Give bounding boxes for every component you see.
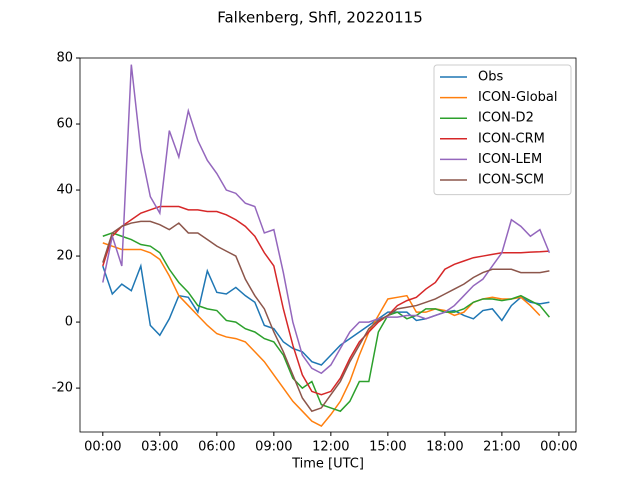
y-tick-label: 80 bbox=[56, 51, 73, 66]
x-tick-label: 00:00 bbox=[540, 440, 577, 455]
data-line bbox=[102, 220, 550, 413]
data-line bbox=[102, 205, 550, 396]
x-tick-label: 15:00 bbox=[369, 440, 406, 455]
y-tick-label: 0 bbox=[65, 315, 73, 330]
x-tick-label: 12:00 bbox=[312, 440, 349, 455]
x-tick-label: 06:00 bbox=[198, 440, 235, 455]
y-tick-label: 20 bbox=[56, 249, 73, 264]
legend-box bbox=[433, 64, 572, 196]
y-tick-label: -20 bbox=[52, 381, 73, 396]
legend-label: ICON-Global bbox=[478, 90, 558, 105]
data-line bbox=[102, 232, 550, 413]
y-tick-label: 60 bbox=[56, 117, 73, 132]
chart-title: Falkenberg, Shfl, 20220115 bbox=[217, 9, 423, 27]
y-tick-label: 40 bbox=[56, 183, 73, 198]
legend-label: ICON-LEM bbox=[478, 152, 542, 167]
data-line bbox=[102, 242, 541, 428]
legend-label: Obs bbox=[478, 70, 503, 85]
data-line bbox=[102, 263, 550, 366]
data-line bbox=[102, 64, 551, 375]
x-tick-label: 21:00 bbox=[483, 440, 520, 455]
x-tick-label: 09:00 bbox=[255, 440, 292, 455]
plot-frame bbox=[79, 57, 577, 433]
x-tick-label: 18:00 bbox=[426, 440, 463, 455]
x-tick-label: 03:00 bbox=[141, 440, 178, 455]
legend-label: ICON-SCM bbox=[478, 173, 544, 188]
legend-label: ICON-CRM bbox=[478, 131, 545, 146]
x-axis-label: Time [UTC] bbox=[291, 457, 364, 472]
legend-label: ICON-D2 bbox=[478, 111, 534, 126]
x-tick-label: 00:00 bbox=[84, 440, 121, 455]
